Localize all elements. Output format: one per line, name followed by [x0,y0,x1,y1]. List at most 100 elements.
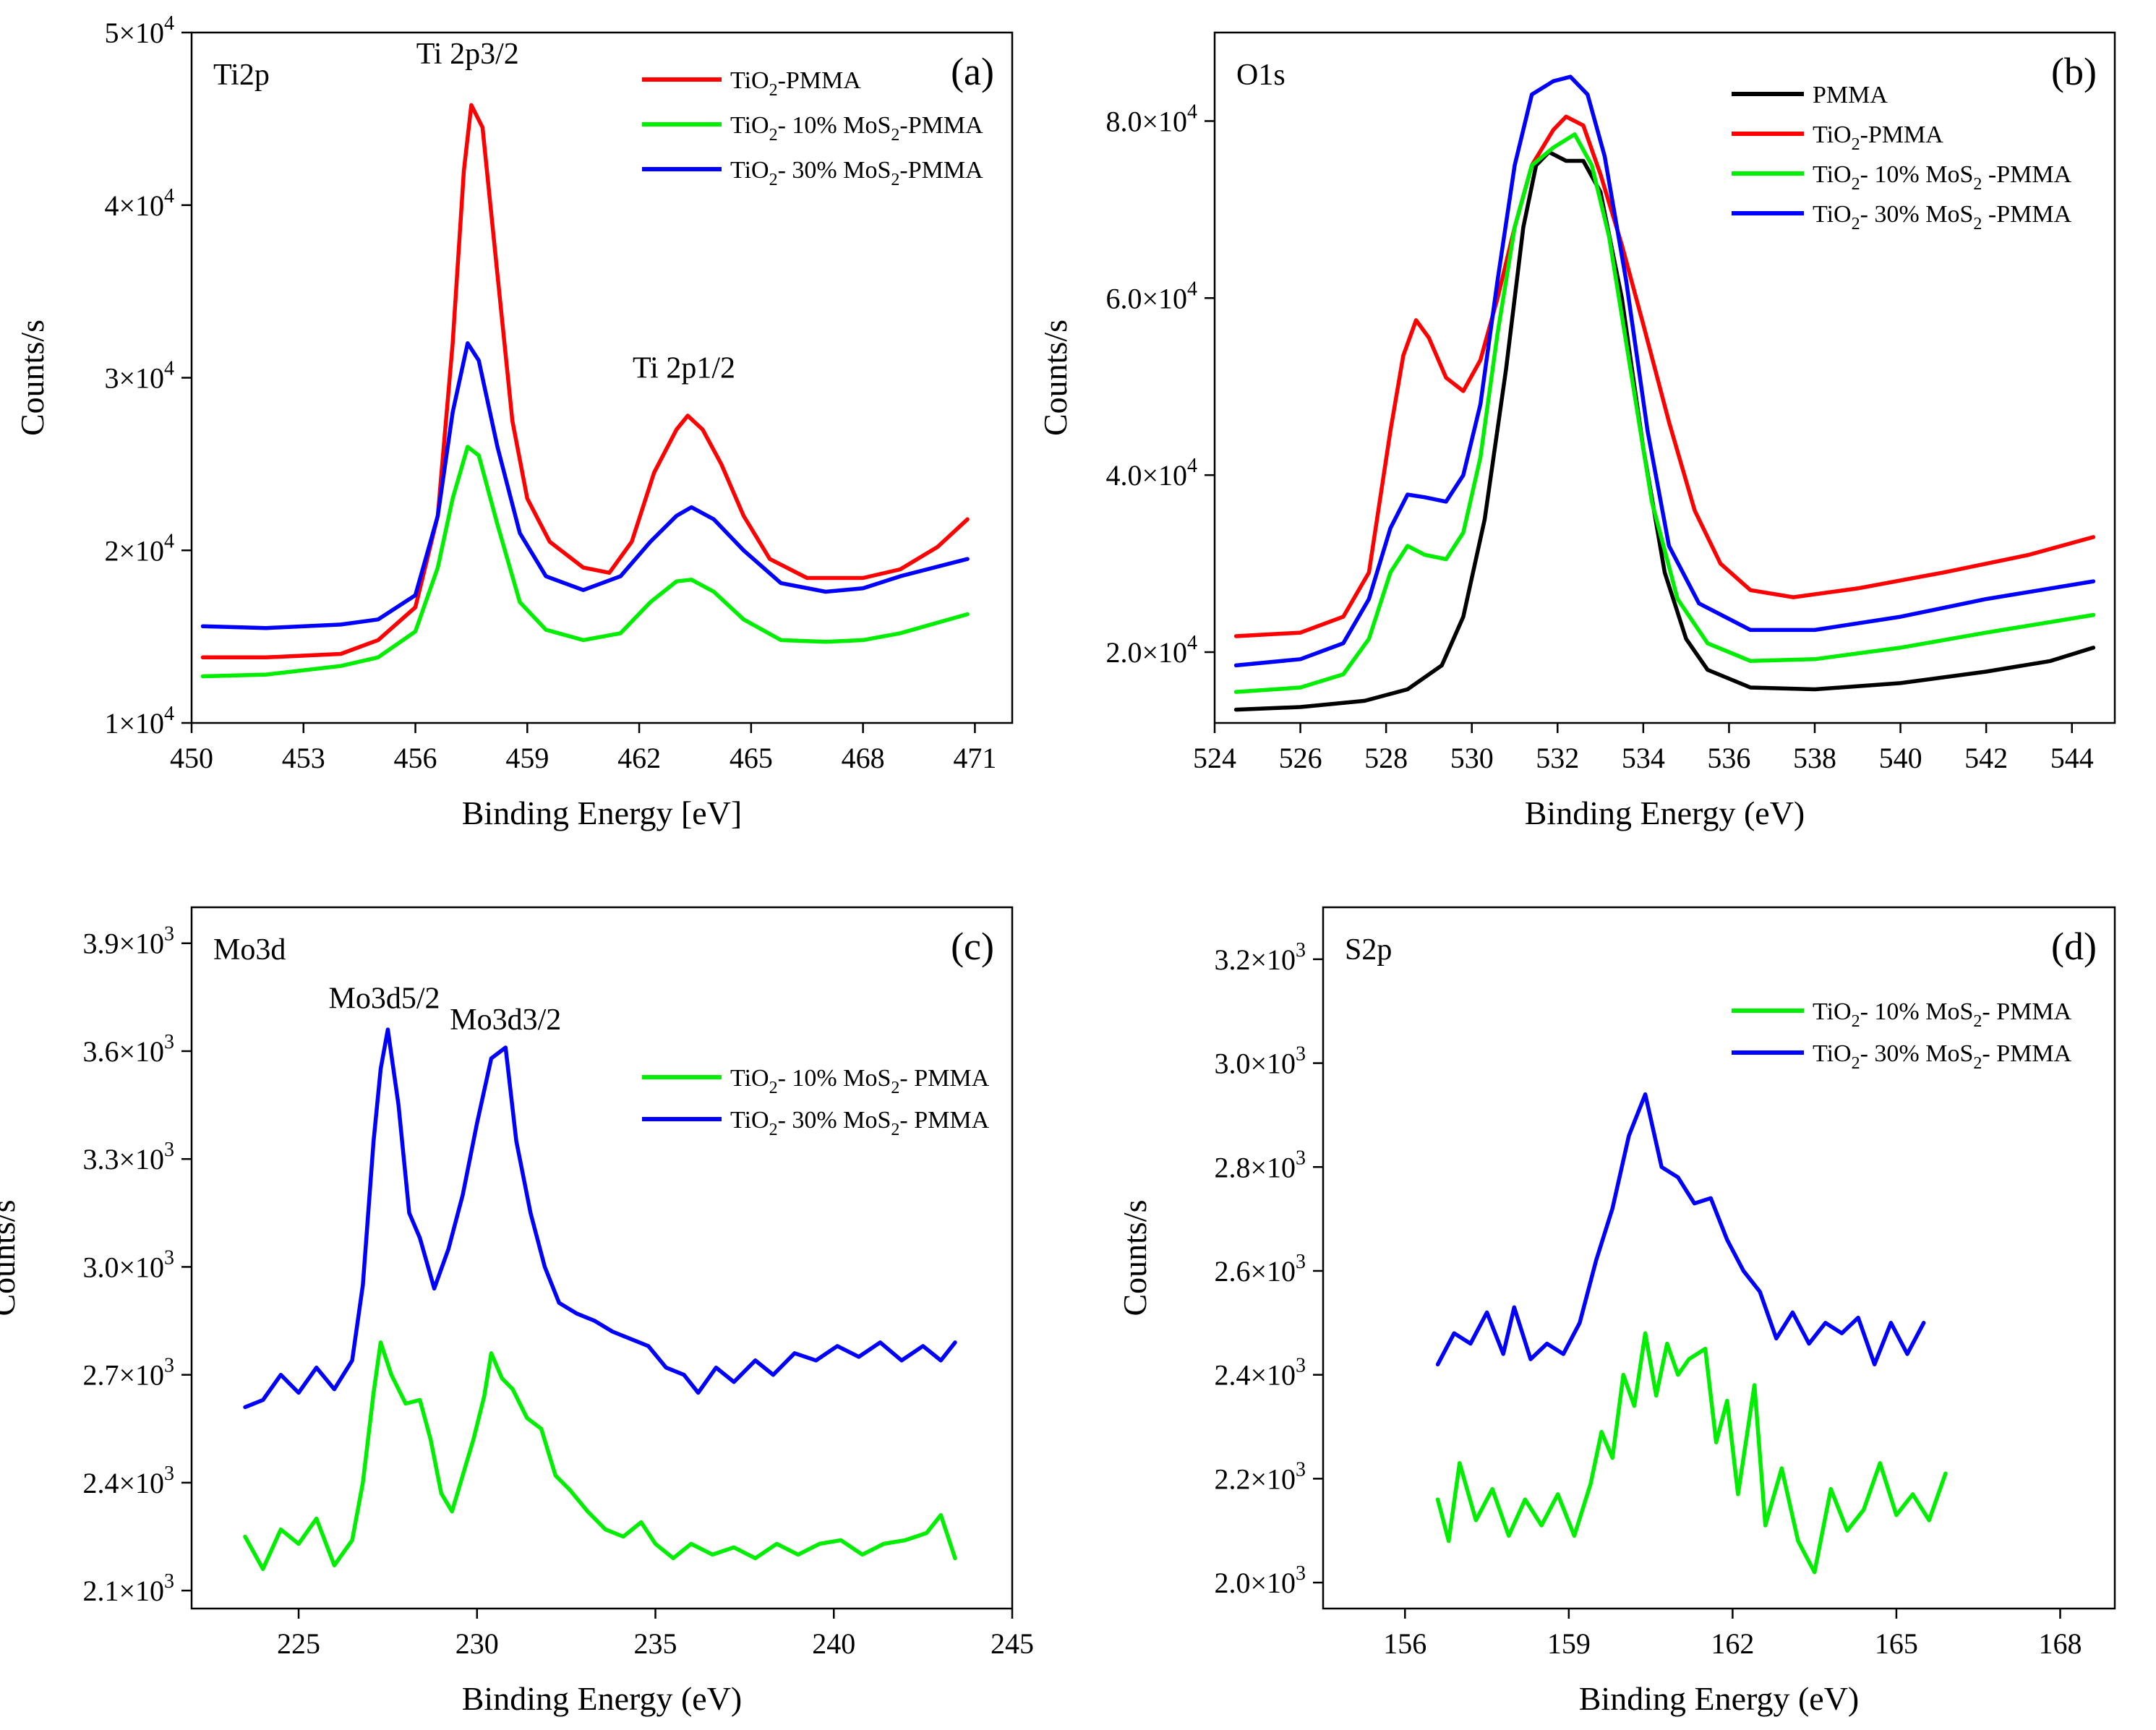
legend-text: -PMMA [1860,121,1944,148]
y-tick-exponent: 3 [164,1246,174,1269]
x-tick-label: 528 [1364,742,1408,774]
y-tick-mantissa: 2.6×10 [1214,1255,1296,1288]
legend-subscript: 2 [891,171,899,189]
y-tick-mantissa: 2×10 [104,534,164,567]
legend-text: TiO [1813,201,1852,228]
x-tick-label: 544 [2050,742,2094,774]
legend-subscript: 2 [891,126,899,145]
legend-subscript: 2 [769,171,778,189]
legend-entry: TiO2- 10% MoS2- PMMA [730,1065,990,1097]
y-tick-label: 6.0×104 [1105,278,1197,314]
y-tick-mantissa: 3.9×10 [82,928,164,960]
legend-text: -PMMA [899,157,983,184]
series-line-2 [200,445,970,679]
peak-annotation: Ti 2p3/2 [416,38,519,71]
x-tick-label: 240 [812,1627,855,1660]
y-tick-mantissa: 2.1×10 [82,1575,164,1607]
x-tick-label: 465 [730,742,773,774]
legend-text: -PMMA [778,67,862,94]
legend-text: TiO [730,112,769,139]
y-tick-exponent: 3 [1296,1355,1306,1377]
y-tick-label: 3.3×103 [82,1139,174,1176]
y-tick-mantissa: 2.0×10 [1105,636,1187,669]
series-line-4 [1233,74,2096,668]
y-tick-exponent: 4 [164,358,174,380]
y-tick-mantissa: 4×10 [104,189,164,222]
legend-text: TiO [1813,121,1852,148]
y-tick-mantissa: 2.0×10 [1214,1567,1296,1599]
legend-text: - 10% MoS [778,112,891,139]
legend-text: TiO [1813,1040,1852,1067]
legend-entry: TiO2-PMMA [1813,121,1943,154]
y-tick-label: 2.4×103 [82,1463,174,1499]
legend-subscript: 2 [1973,1012,1982,1031]
legend-entry: TiO2-PMMA [730,67,861,100]
x-tick-label: 456 [394,742,437,774]
y-axis-title: Counts/s [1116,1199,1153,1316]
plot-frame [1322,906,2116,1610]
x-tick-label: 245 [991,1627,1034,1660]
panel-c: 225 230 235 240 2452.1×1032.4×1032.7×1033.0×… [0,906,1034,1717]
y-tick-exponent: 3 [1296,1251,1306,1273]
x-tick-label: 468 [842,742,885,774]
y-tick-label: 5×104 [104,12,174,49]
panel-label: (c) [951,925,994,968]
panel-d: 156 159 162 165 1682.0×1032.2×1032.4×1032.6×… [1116,906,2116,1717]
x-tick-label: 459 [505,742,549,774]
y-tick-label: 2.6×103 [1214,1251,1306,1288]
legend-text: - PMMA [899,1107,989,1134]
plot-frame [190,906,1014,1610]
y-tick-exponent: 3 [164,1463,174,1485]
legend-text: TiO [1813,998,1852,1025]
y-tick-exponent: 3 [164,1031,174,1053]
y-tick-exponent: 4 [164,703,174,725]
peak-annotation: Mo3d3/2 [450,1003,561,1037]
y-tick-exponent: 3 [164,1355,174,1377]
panel-label: (a) [951,50,994,93]
legend-subscript: 2 [769,1079,778,1097]
legend-subscript: 2 [1973,215,1982,234]
y-tick-label: 2.4×103 [1214,1355,1306,1392]
y-tick-mantissa: 1×10 [104,707,164,740]
legend-text: - 30% MoS [778,157,891,184]
y-tick-exponent: 4 [1187,100,1197,123]
legend-subscript: 2 [1852,135,1860,154]
y-tick-label: 4×104 [104,185,174,222]
legend-subscript: 2 [769,1121,778,1139]
y-tick-mantissa: 5×10 [104,17,164,49]
y-tick-label: 2.8×103 [1214,1147,1306,1183]
legend-subscript: 2 [1852,1012,1860,1031]
x-tick-label: 536 [1707,742,1750,774]
legend-text: - 10% MoS [1860,161,1974,188]
series-line-1 [1435,1331,1948,1575]
series-line-2 [1233,114,2096,638]
legend-text: -PMMA [1982,201,2071,228]
x-tick-label: 230 [455,1627,499,1660]
series-line-2 [1435,1092,1926,1367]
y-tick-label: 8.0×104 [1105,100,1197,137]
panel-name: Ti2p [213,59,270,92]
y-tick-exponent: 3 [164,1570,174,1593]
y-tick-mantissa: 3.6×10 [82,1035,164,1068]
legend-subscript: 2 [769,126,778,145]
x-tick-label: 526 [1279,742,1322,774]
legend-text: TiO [730,67,769,94]
y-tick-mantissa: 3.2×10 [1214,943,1296,976]
series-line-3 [200,341,970,630]
y-tick-exponent: 3 [1296,1147,1306,1169]
y-tick-label: 3.0×103 [1214,1043,1306,1080]
y-tick-label: 3.0×103 [82,1246,174,1283]
x-tick-label: 530 [1450,742,1494,774]
series-line-2 [243,1027,957,1410]
y-tick-label: 2.2×103 [1214,1458,1306,1495]
series-line-3 [1233,132,2096,694]
x-tick-label: 538 [1793,742,1836,774]
y-tick-exponent: 4 [164,12,174,35]
panel-b: 524 526 528 530 532 534 536 538 540 542 5442.0×104… [1037,31,2116,831]
y-tick-exponent: 3 [1296,939,1306,962]
legend-entry: TiO2- 10% MoS2-PMMA [730,112,983,145]
y-tick-mantissa: 3.0×10 [82,1251,164,1283]
y-tick-mantissa: 6.0×10 [1105,282,1187,314]
peak-annotation: Mo3d5/2 [328,982,440,1015]
